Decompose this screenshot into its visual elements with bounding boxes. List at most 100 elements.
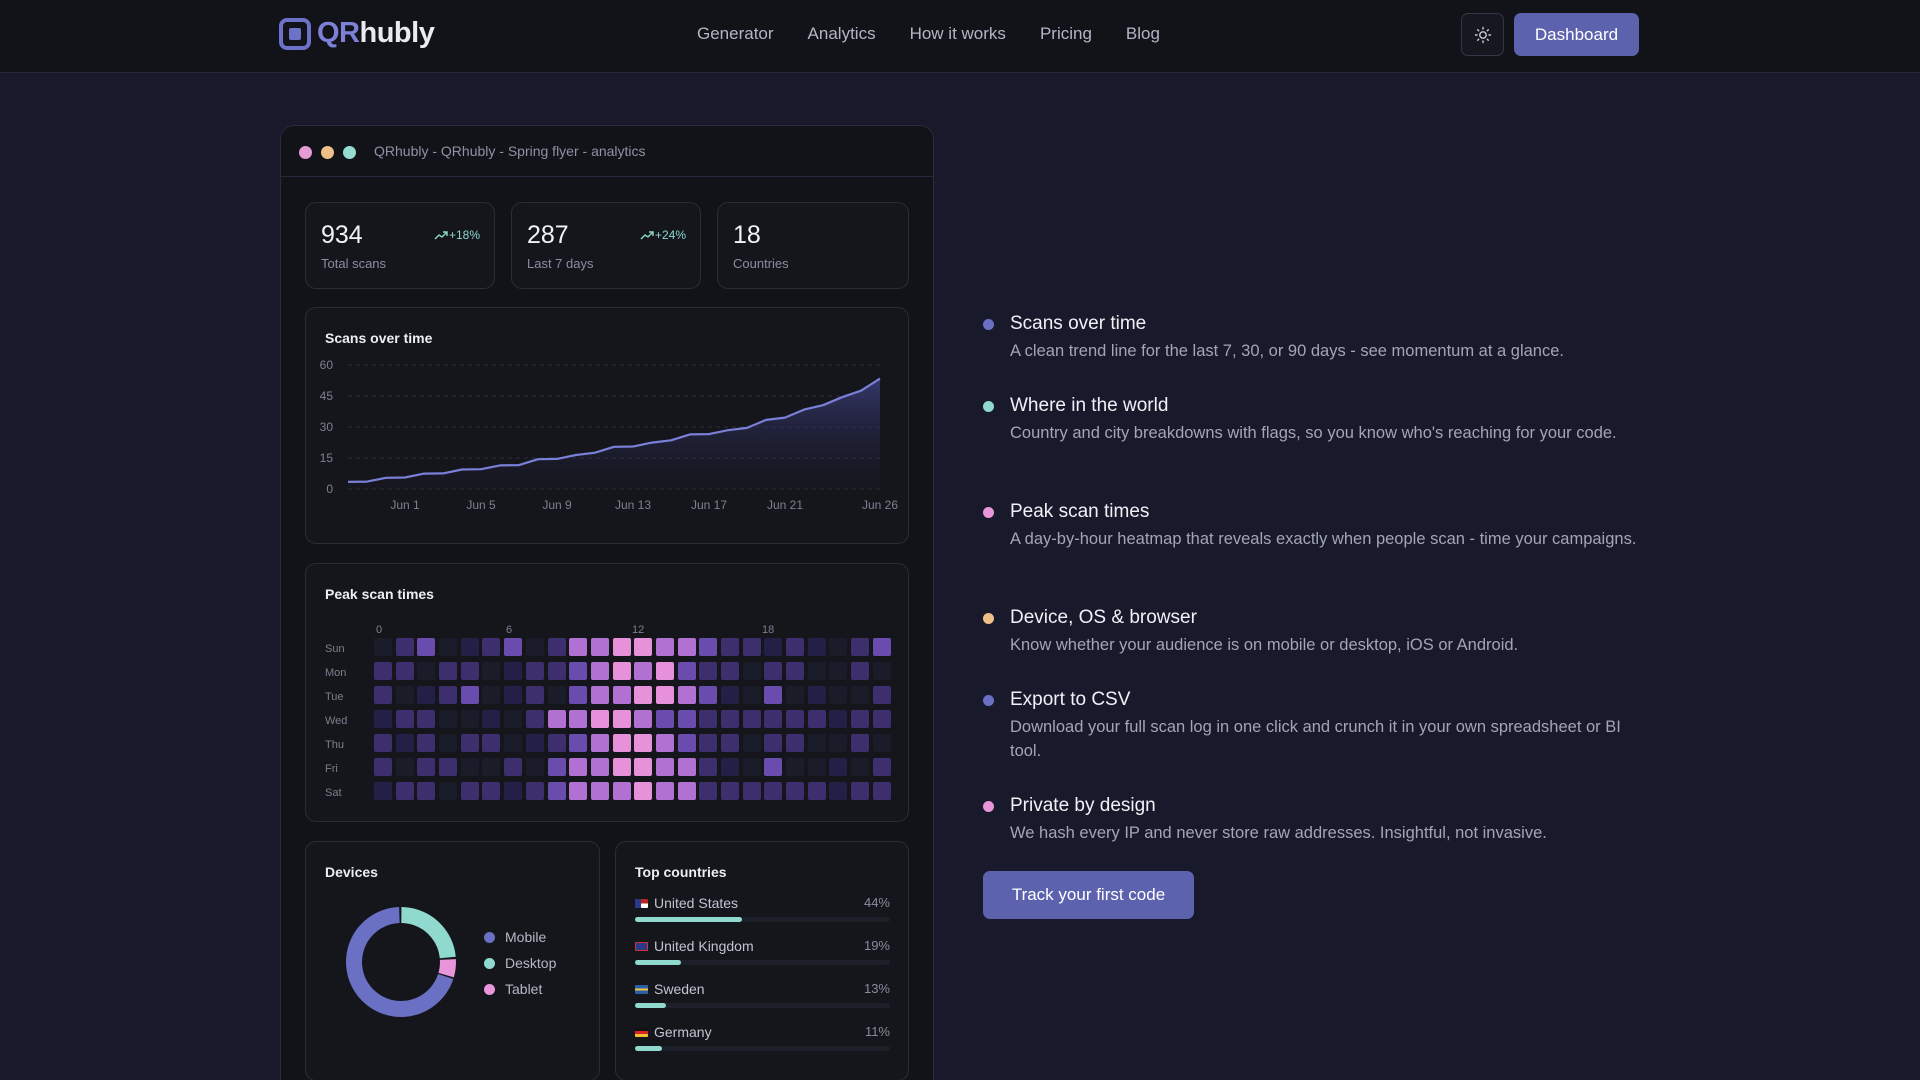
heatmap-cell	[764, 686, 783, 704]
heatmap-cell	[655, 710, 674, 728]
window-titlebar: QRhubly - QRhubly - Spring flyer - analy…	[281, 126, 933, 177]
nav-pricing[interactable]: Pricing	[1039, 24, 1092, 43]
heatmap-cell	[612, 734, 631, 752]
feature-description: Country and city breakdowns with flags, …	[1010, 424, 1617, 442]
heatmap-cell	[677, 734, 696, 752]
heatmap-cell	[699, 662, 718, 680]
heatmap-cell	[829, 638, 848, 656]
heatmap-cell	[482, 758, 501, 776]
heatmap-cell	[634, 710, 653, 728]
heatmap-cell	[829, 662, 848, 680]
heatmap-cell	[525, 686, 544, 704]
scans-over-time-card: Scans over time 0 15 30 45 60 Jun 1 Jun 5 Jun 9…	[305, 307, 909, 544]
heatmap-cell	[872, 734, 891, 752]
dashboard-button[interactable]: Dashboard	[1514, 13, 1639, 56]
heatmap-cell	[677, 782, 696, 800]
donut-slice-desktop	[346, 907, 456, 1017]
heatmap-cell	[612, 782, 631, 800]
heatmap-cell	[872, 662, 891, 680]
heatmap-cell	[395, 686, 414, 704]
heatmap-cell	[807, 638, 826, 656]
y-tick-label: 0	[326, 482, 333, 496]
heatmap-cell	[569, 710, 588, 728]
heatmap-cell	[807, 710, 826, 728]
card-title: Scans over time	[325, 330, 433, 346]
heatmap-cell	[590, 782, 609, 800]
country-bar-track	[635, 1046, 890, 1051]
heatmap-cell	[417, 782, 436, 800]
heatmap-cell	[655, 686, 674, 704]
heatmap-cell	[677, 662, 696, 680]
day-label: Mon	[325, 667, 347, 679]
x-tick-label: Jun 9	[542, 498, 572, 512]
heatmap-cell	[612, 710, 631, 728]
day-label: Sat	[325, 787, 342, 799]
heatmap-cell	[786, 662, 805, 680]
feature-description: We hash every IP and never store raw add…	[1010, 824, 1547, 842]
feature-bullet-icon	[983, 613, 994, 624]
heatmap-cell	[547, 638, 566, 656]
stat-delta: +24%	[640, 228, 686, 242]
track-first-code-button[interactable]: Track your first code	[983, 871, 1194, 919]
us-flag-icon	[635, 899, 648, 908]
heatmap-cell	[374, 638, 392, 656]
heatmap-cell	[569, 782, 588, 800]
heatmap-cell	[482, 662, 501, 680]
heatmap-cell	[569, 734, 588, 752]
heatmap-cell	[721, 638, 739, 656]
nav-how-it-works[interactable]: How it works	[909, 24, 1006, 43]
heatmap-cell	[764, 638, 783, 656]
heatmap-cell	[764, 782, 783, 800]
heatmap-cell	[829, 710, 848, 728]
country-row-united-kingdom: United Kingdom 19%	[635, 938, 890, 978]
nav-analytics[interactable]: Analytics	[807, 24, 876, 43]
heatmap-cell	[721, 686, 739, 704]
heatmap-cell	[547, 782, 566, 800]
theme-toggle-button[interactable]	[1461, 13, 1504, 56]
nav-blog[interactable]: Blog	[1125, 24, 1160, 43]
legend-swatch	[484, 957, 495, 969]
stat-card-last-7-days: 287 Last 7 days +24%	[511, 202, 701, 289]
heatmap-cell	[872, 638, 891, 656]
heatmap-cell	[721, 734, 739, 752]
heatmap-cell	[699, 710, 718, 728]
y-tick-label: 45	[320, 389, 334, 403]
sun-icon	[1474, 26, 1491, 43]
heatmap-cell	[590, 758, 609, 776]
heatmap-cell	[764, 734, 783, 752]
heatmap-cell	[417, 758, 436, 776]
heatmap-cell	[786, 758, 805, 776]
x-tick-label: Jun 1	[390, 498, 420, 512]
heatmap-cell	[786, 686, 805, 704]
heatmap-cell	[395, 734, 414, 752]
feature-bullet-icon	[983, 319, 994, 330]
feature-bullet-icon	[983, 695, 994, 706]
x-tick-label: Jun 21	[767, 498, 803, 512]
heatmap-cell	[742, 782, 761, 800]
day-label: Sun	[325, 643, 345, 655]
legend-swatch	[484, 983, 495, 995]
feature-description: Know whether your audience is on mobile …	[1010, 636, 1519, 654]
heatmap-cell	[655, 782, 674, 800]
heatmap-cell	[807, 662, 826, 680]
heatmap-cell	[482, 734, 501, 752]
brand-logo[interactable]: QRhubly	[279, 17, 435, 50]
heatmap-cell	[504, 758, 523, 776]
heatmap-cell	[460, 710, 479, 728]
feature-title: Peak scan times	[1010, 501, 1150, 522]
heatmap-cell	[569, 638, 588, 656]
feature-where-in-the-world: Where in the world Country and city brea…	[983, 392, 1643, 445]
heatmap-cell	[655, 662, 674, 680]
heatmap-cell	[721, 710, 739, 728]
heatmap-cell	[525, 758, 544, 776]
feature-device-os-browser: Device, OS & browser Know whether your a…	[983, 604, 1643, 657]
heatmap-cell	[829, 686, 848, 704]
heatmap-cell	[504, 734, 523, 752]
trend-up-icon	[434, 231, 448, 240]
hour-label: 18	[762, 624, 775, 636]
heatmap-cell	[742, 662, 761, 680]
top-navigation-bar: QRhubly Generator Analytics How it works…	[0, 0, 1920, 73]
heatmap-cell	[374, 782, 392, 800]
heatmap-cell	[395, 662, 414, 680]
nav-generator[interactable]: Generator	[697, 24, 774, 43]
